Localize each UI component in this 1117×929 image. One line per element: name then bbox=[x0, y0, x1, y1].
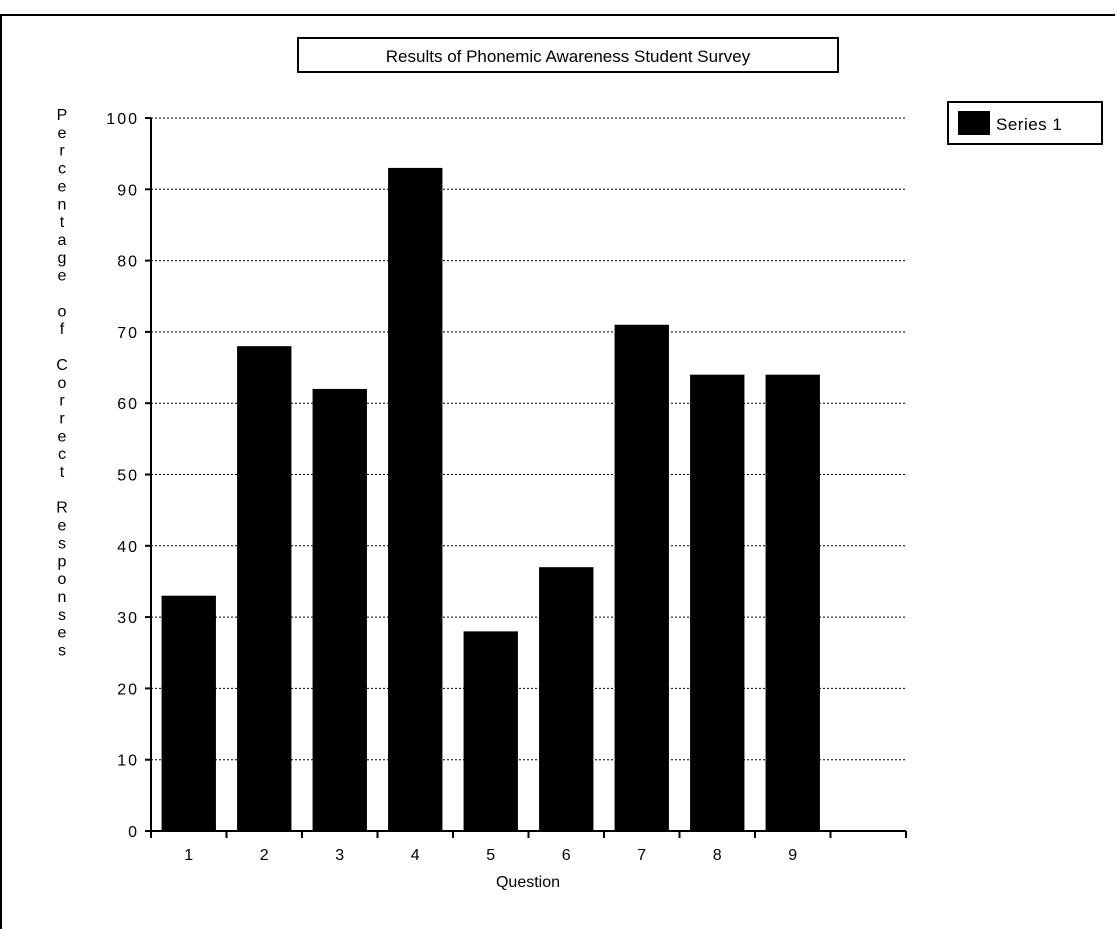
legend-swatch bbox=[958, 111, 990, 135]
legend-label: Series 1 bbox=[996, 115, 1062, 134]
x-tick-label: 4 bbox=[411, 847, 420, 864]
chart-frame bbox=[0, 14, 1115, 929]
y-tick-labels: 0 10 20 30 40 50 60 70 80 90 100 bbox=[106, 111, 139, 841]
y-tick-label: 20 bbox=[117, 681, 139, 698]
y-tick-label: 100 bbox=[106, 111, 139, 128]
x-tick-labels: 1 2 3 4 5 6 7 8 9 bbox=[184, 847, 797, 864]
y-axis-label-char: e bbox=[58, 518, 67, 535]
bar bbox=[690, 374, 745, 831]
y-axis-label-char: R bbox=[56, 500, 68, 517]
y-axis-label-char: t bbox=[60, 214, 65, 231]
y-axis-label-char: o bbox=[58, 571, 67, 588]
x-axis-label: Question bbox=[496, 874, 560, 891]
y-axis-label-char: P bbox=[57, 107, 68, 124]
y-tick-label: 80 bbox=[117, 254, 139, 271]
y-axis-label-char: C bbox=[56, 357, 68, 374]
x-tick-label: 8 bbox=[713, 847, 722, 864]
y-tick-label: 0 bbox=[128, 824, 139, 841]
chart-title-box: Results of Phonemic Awareness Student Su… bbox=[297, 37, 839, 73]
bar bbox=[539, 567, 594, 831]
chart-title: Results of Phonemic Awareness Student Su… bbox=[386, 47, 751, 66]
y-tick-label: 30 bbox=[117, 610, 139, 627]
y-axis-label-char: p bbox=[58, 553, 67, 570]
y-axis-label-char: t bbox=[60, 464, 65, 481]
y-axis-label-char: g bbox=[58, 250, 67, 267]
y-axis-label-char: e bbox=[58, 125, 67, 142]
bar bbox=[765, 374, 820, 831]
y-axis-label-char: s bbox=[58, 535, 66, 552]
bars bbox=[161, 167, 820, 831]
y-axis-label-char: s bbox=[58, 643, 66, 660]
x-tick-label: 7 bbox=[637, 847, 646, 864]
x-tick-label: 2 bbox=[260, 847, 269, 864]
y-axis-label-char: e bbox=[58, 268, 67, 285]
y-axis-label-char: e bbox=[58, 178, 67, 195]
y-tick-label: 60 bbox=[117, 396, 139, 413]
bar bbox=[161, 595, 216, 831]
y-axis-label-char: c bbox=[58, 446, 66, 463]
bar bbox=[614, 324, 669, 831]
y-axis-label-char: o bbox=[58, 375, 67, 392]
y-axis-label-char: n bbox=[58, 589, 67, 606]
y-axis-label-char: o bbox=[58, 303, 67, 320]
y-axis-label-char: e bbox=[58, 428, 67, 445]
y-tick-label: 50 bbox=[117, 468, 139, 485]
y-tick-label: 70 bbox=[117, 325, 139, 342]
y-tick-label: 10 bbox=[117, 753, 139, 770]
y-axis-label-char: a bbox=[58, 232, 67, 249]
y-axis-label-char: e bbox=[58, 625, 67, 642]
y-tick-label: 40 bbox=[117, 539, 139, 556]
y-axis-label-char: f bbox=[60, 321, 65, 338]
y-axis-label-char: r bbox=[59, 143, 65, 160]
y-axis-label-char: r bbox=[59, 393, 65, 410]
y-axis-label-char: n bbox=[58, 196, 67, 213]
y-axis-label-char: r bbox=[59, 410, 65, 427]
y-tick-label: 90 bbox=[117, 182, 139, 199]
legend: Series 1 bbox=[947, 101, 1103, 145]
y-axis-label-char: c bbox=[58, 161, 66, 178]
axes bbox=[145, 117, 907, 838]
x-tick-label: 9 bbox=[788, 847, 797, 864]
bar bbox=[312, 388, 367, 831]
bar bbox=[388, 167, 443, 831]
bar bbox=[237, 346, 292, 831]
x-tick-label: 1 bbox=[184, 847, 193, 864]
x-tick-label: 3 bbox=[335, 847, 344, 864]
y-axis-label-char: s bbox=[58, 607, 66, 624]
bar bbox=[463, 631, 518, 831]
x-tick-label: 6 bbox=[562, 847, 571, 864]
x-tick-label: 5 bbox=[486, 847, 495, 864]
